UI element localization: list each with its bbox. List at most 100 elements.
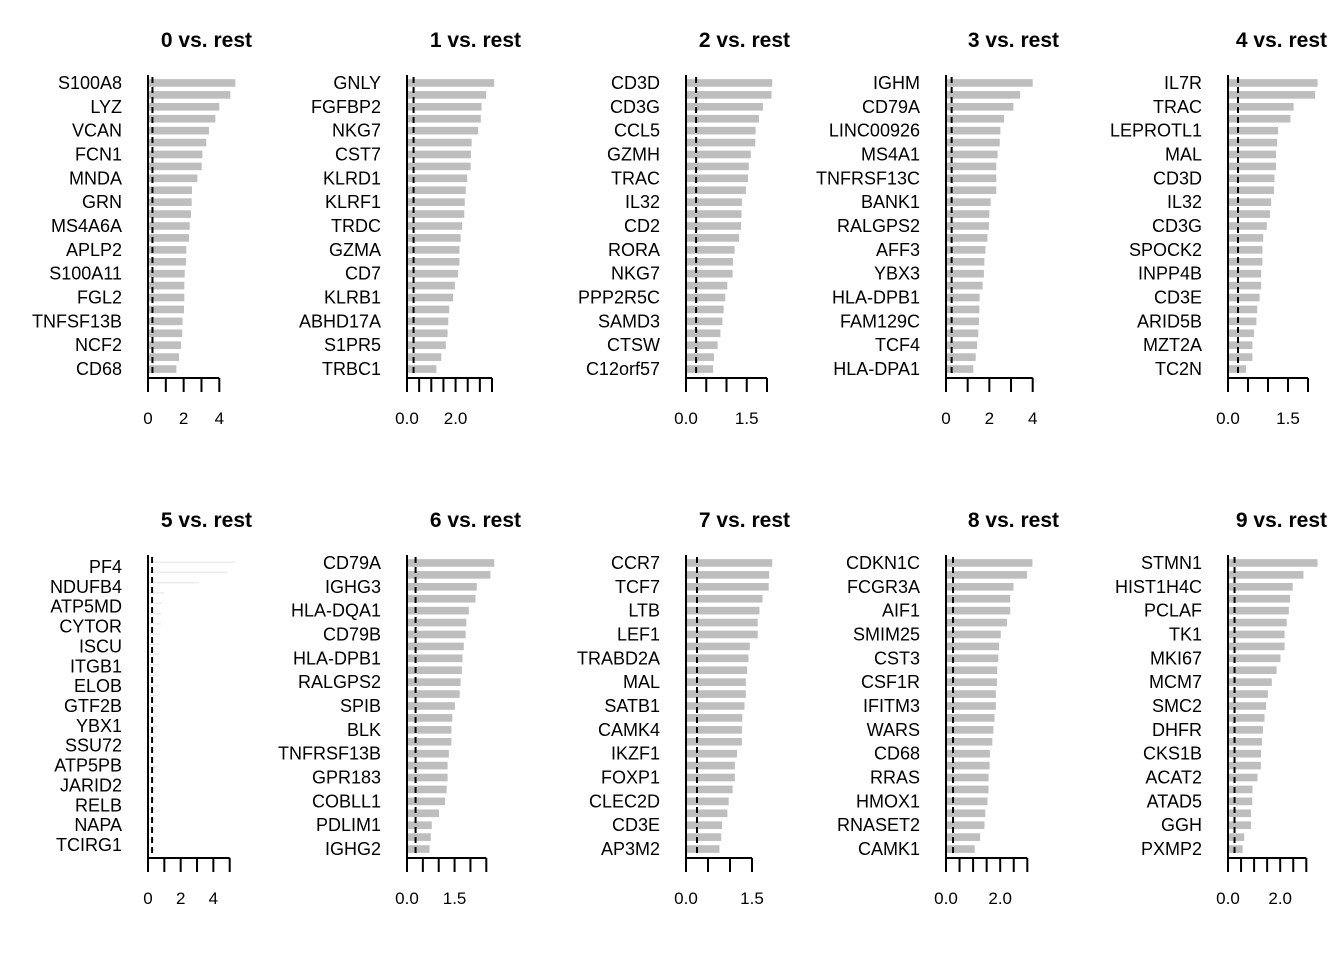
bar xyxy=(946,630,1001,639)
bar xyxy=(148,174,198,183)
bar xyxy=(946,186,997,195)
bar xyxy=(946,654,999,663)
gene-label: LINC00926 xyxy=(829,121,920,141)
gene-label: ARID5B xyxy=(1137,311,1202,331)
gene-label: GZMH xyxy=(607,144,660,164)
gene-label: RELB xyxy=(75,795,122,815)
bar xyxy=(1228,79,1318,87)
gene-label: TCIRG1 xyxy=(56,835,122,855)
bar xyxy=(148,715,158,718)
bar xyxy=(946,702,996,710)
bar xyxy=(148,293,185,302)
bar xyxy=(686,797,729,806)
bar xyxy=(686,773,735,782)
gene-label: FGFBP2 xyxy=(311,97,381,117)
bar xyxy=(148,694,159,697)
bar xyxy=(1228,329,1254,338)
bar xyxy=(148,653,160,656)
gene-label: NAPA xyxy=(74,815,122,835)
gene-label: STMN1 xyxy=(1141,553,1202,573)
bar xyxy=(407,714,453,722)
gene-label: IGHM xyxy=(873,73,920,93)
bar xyxy=(407,571,491,579)
gene-label: KLRF1 xyxy=(325,192,381,212)
bar xyxy=(686,317,723,326)
bar xyxy=(946,269,984,278)
bar xyxy=(686,126,756,135)
gene-label: CDKN1C xyxy=(846,553,920,573)
bar xyxy=(1228,114,1291,123)
bar xyxy=(148,581,199,584)
bar xyxy=(1228,353,1253,361)
gene-label: ABHD17A xyxy=(299,311,381,331)
bar xyxy=(946,281,983,290)
bar xyxy=(946,138,1000,147)
bar xyxy=(686,79,773,87)
bar xyxy=(407,559,495,567)
bar xyxy=(1228,281,1262,290)
gene-label: LTB xyxy=(628,601,660,621)
bar xyxy=(946,690,996,698)
gene-label: ISCU xyxy=(79,636,122,656)
bar xyxy=(686,702,745,710)
bar xyxy=(407,150,471,159)
gene-label: HLA-DPB1 xyxy=(293,648,381,668)
bar xyxy=(946,773,989,782)
gene-label: TRAC xyxy=(611,168,660,188)
bar xyxy=(686,642,750,651)
bar xyxy=(148,186,193,195)
gene-label: CD79B xyxy=(323,624,381,644)
bar xyxy=(1228,257,1263,266)
bar xyxy=(407,654,463,663)
gene-label: GPR183 xyxy=(312,768,381,788)
bar xyxy=(1228,559,1318,567)
bar xyxy=(686,809,728,818)
bar xyxy=(686,210,742,218)
gene-label: ATP5MD xyxy=(50,597,122,617)
bar xyxy=(407,234,461,242)
x-tick-label: 2.0 xyxy=(1268,889,1292,908)
panel-title: 8 vs. rest xyxy=(968,509,1059,532)
bar xyxy=(407,749,449,758)
bar xyxy=(148,257,186,266)
panel-title: 9 vs. rest xyxy=(1236,509,1327,532)
gene-label: MNDA xyxy=(69,168,122,188)
gene-label: BANK1 xyxy=(861,192,920,212)
gene-label: DHFR xyxy=(1152,720,1202,740)
bar xyxy=(686,845,720,853)
bar xyxy=(686,630,758,639)
bar xyxy=(1228,269,1262,278)
bar xyxy=(686,222,742,230)
gene-label: IL32 xyxy=(1167,192,1202,212)
gene-label: CSF1R xyxy=(861,672,920,692)
bar xyxy=(407,365,437,373)
bar xyxy=(148,736,157,738)
bar xyxy=(407,773,448,782)
bar xyxy=(946,114,1005,123)
gene-label: CTSW xyxy=(607,335,660,355)
bar xyxy=(686,281,728,290)
gene-label: SPIB xyxy=(340,696,381,716)
gene-label: PDLIM1 xyxy=(316,815,381,835)
bar xyxy=(946,666,998,675)
panel-1: 1 vs. rest GNLY FGFBP2 NKG7 CST7 KLRD1 KLRF1 TR… xyxy=(299,29,521,428)
gene-label: CD3G xyxy=(610,97,660,117)
bar xyxy=(946,91,1021,99)
x-tick-label: 0.0 xyxy=(1216,889,1240,908)
gene-label: NCF2 xyxy=(75,335,122,355)
x-tick-label: 4 xyxy=(1028,409,1037,428)
bar xyxy=(1228,222,1267,230)
bar xyxy=(946,198,991,206)
x-tick-label: 4 xyxy=(215,409,224,428)
gene-label: S1PR5 xyxy=(324,335,381,355)
bar xyxy=(686,714,743,722)
bar xyxy=(686,618,758,627)
gene-label: YBX3 xyxy=(874,264,920,284)
bar xyxy=(1228,341,1253,350)
bar xyxy=(946,845,975,853)
bar xyxy=(407,833,431,841)
gene-label: TCF4 xyxy=(875,335,920,355)
gene-label: PPP2R5C xyxy=(578,288,660,308)
bar xyxy=(946,317,979,326)
gene-label: PCLAF xyxy=(1144,601,1202,621)
